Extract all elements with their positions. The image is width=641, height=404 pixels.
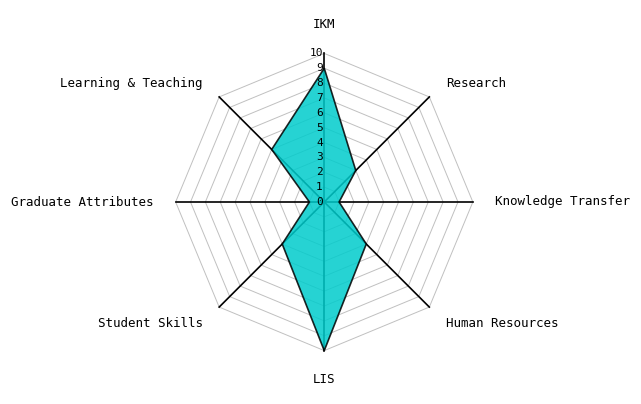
Text: Learning & Teaching: Learning & Teaching xyxy=(60,77,203,90)
Text: 0: 0 xyxy=(316,197,323,207)
Text: Knowledge Transfer: Knowledge Transfer xyxy=(495,196,630,208)
Text: 10: 10 xyxy=(309,48,323,59)
Text: Research: Research xyxy=(446,77,506,90)
Text: 8: 8 xyxy=(316,78,323,88)
Text: Student Skills: Student Skills xyxy=(97,317,203,330)
Text: 9: 9 xyxy=(316,63,323,73)
Text: 5: 5 xyxy=(316,123,323,133)
Text: LIS: LIS xyxy=(313,373,335,386)
Text: Human Resources: Human Resources xyxy=(446,317,558,330)
Text: IKM: IKM xyxy=(313,18,335,31)
Text: 1: 1 xyxy=(316,182,323,192)
Polygon shape xyxy=(272,68,366,351)
Text: 7: 7 xyxy=(316,93,323,103)
Text: 6: 6 xyxy=(316,108,323,118)
Text: 4: 4 xyxy=(316,137,323,147)
Text: Graduate Attributes: Graduate Attributes xyxy=(11,196,153,208)
Text: 3: 3 xyxy=(316,152,323,162)
Text: 2: 2 xyxy=(316,167,323,177)
